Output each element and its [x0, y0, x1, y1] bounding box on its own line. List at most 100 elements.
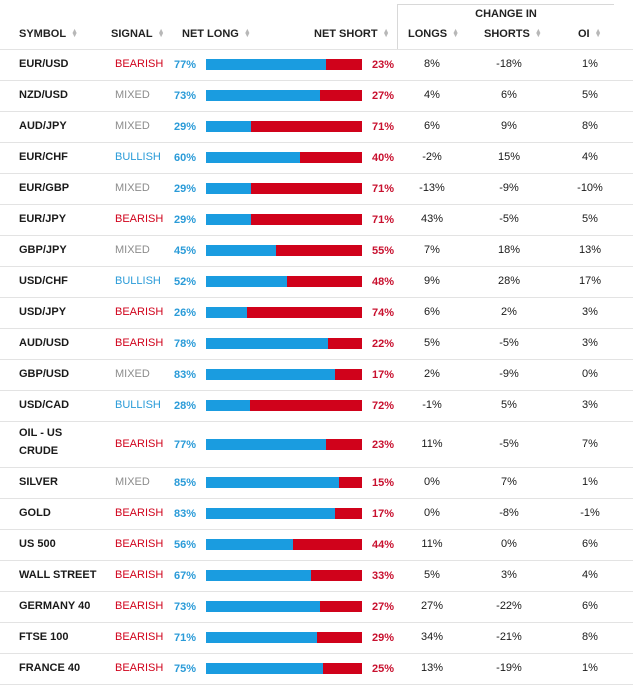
- net-short-value: 71%: [372, 183, 395, 195]
- signal-column-header[interactable]: SIGNAL ▲ ▼: [111, 28, 165, 40]
- net-short-column-header[interactable]: NET SHORT ▲ ▼: [314, 28, 390, 40]
- table-row[interactable]: EUR/USD BEARISH 77% 23% 8% -18% 1%: [0, 50, 633, 81]
- net-long-value: 77%: [174, 59, 197, 71]
- net-long-value: 75%: [174, 663, 197, 675]
- longs-change-cell: 34%: [420, 631, 444, 643]
- signal-cell: MIXED: [115, 476, 150, 488]
- shorts-change-cell: 15%: [497, 151, 521, 163]
- sort-icon[interactable]: ▲ ▼: [157, 28, 165, 40]
- shorts-change-cell: -8%: [499, 507, 519, 519]
- table-row[interactable]: WALL STREET BEARISH 67% 33% 5% 3% 4%: [0, 561, 633, 592]
- net-long-column-header[interactable]: NET LONG ▲ ▼: [182, 28, 251, 40]
- sort-icon[interactable]: ▲ ▼: [534, 28, 542, 40]
- symbol-cell[interactable]: EUR/GBP: [19, 182, 70, 194]
- table-row[interactable]: USD/CAD BULLISH 28% 72% -1% 5% 3%: [0, 391, 633, 422]
- signal-cell: BULLISH: [115, 399, 161, 411]
- net-short-value: 17%: [372, 369, 395, 381]
- net-long-value: 85%: [174, 477, 197, 489]
- sentiment-bar: [206, 632, 362, 643]
- symbol-cell[interactable]: USD/CAD: [19, 399, 70, 411]
- oi-change-cell: 1%: [582, 476, 598, 488]
- table-row[interactable]: GBP/JPY MIXED 45% 55% 7% 18% 13%: [0, 236, 633, 267]
- oi-change-cell: 3%: [582, 306, 598, 318]
- sort-icon[interactable]: ▲ ▼: [452, 28, 460, 40]
- sentiment-bar: [206, 439, 362, 450]
- net-short-value: 55%: [372, 245, 395, 257]
- table-row[interactable]: FTSE 100 BEARISH 71% 29% 34% -21% 8%: [0, 623, 633, 654]
- symbol-cell[interactable]: GBP/USD: [19, 368, 70, 380]
- symbol-cell[interactable]: USD/CHF: [19, 275, 68, 287]
- shorts-change-cell: -9%: [499, 368, 519, 380]
- table-row[interactable]: SILVER MIXED 85% 15% 0% 7% 1%: [0, 468, 633, 499]
- table-row[interactable]: GERMANY 40 BEARISH 73% 27% 27% -22% 6%: [0, 592, 633, 623]
- sort-icon[interactable]: ▲ ▼: [594, 28, 602, 40]
- table-row[interactable]: EUR/CHF BULLISH 60% 40% -2% 15% 4%: [0, 143, 633, 174]
- table-header: SYMBOL ▲ ▼ SIGNAL ▲ ▼ NET LONG ▲ ▼ NET SHORT ▲ ▼…: [0, 23, 633, 50]
- signal-cell: BEARISH: [115, 631, 164, 643]
- symbol-cell[interactable]: USD/JPY: [19, 306, 67, 318]
- signal-header-label: SIGNAL: [111, 28, 153, 40]
- table-row[interactable]: USD/JPY BEARISH 26% 74% 6% 2% 3%: [0, 298, 633, 329]
- symbol-cell[interactable]: FTSE 100: [19, 631, 69, 643]
- longs-change-cell: 6%: [424, 306, 440, 318]
- signal-cell: BEARISH: [115, 213, 164, 225]
- table-row[interactable]: USD/CHF BULLISH 52% 48% 9% 28% 17%: [0, 267, 633, 298]
- symbol-cell[interactable]: GOLD: [19, 507, 51, 519]
- table-row[interactable]: AUD/JPY MIXED 29% 71% 6% 9% 8%: [0, 112, 633, 143]
- table-row[interactable]: EUR/GBP MIXED 29% 71% -13% -9% -10%: [0, 174, 633, 205]
- shorts-column-header[interactable]: SHORTS ▲ ▼: [484, 28, 542, 40]
- symbol-cell[interactable]: GERMANY 40: [19, 600, 91, 612]
- symbol-cell[interactable]: FRANCE 40: [19, 662, 81, 674]
- symbol-cell[interactable]: EUR/JPY: [19, 213, 67, 225]
- longs-change-cell: 0%: [424, 476, 440, 488]
- symbol-cell[interactable]: US 500: [19, 538, 56, 550]
- symbol-cell[interactable]: GBP/JPY: [19, 244, 67, 256]
- longs-change-cell: 27%: [420, 600, 444, 612]
- table-row[interactable]: FRANCE 40 BEARISH 75% 25% 13% -19% 1%: [0, 654, 633, 685]
- symbol-cell[interactable]: AUD/JPY: [19, 120, 67, 132]
- table-row[interactable]: GOLD BEARISH 83% 17% 0% -8% -1%: [0, 499, 633, 530]
- sort-icon[interactable]: ▲ ▼: [243, 28, 251, 40]
- change-in-group-header: CHANGE IN: [397, 4, 614, 23]
- longs-change-cell: 2%: [424, 368, 440, 380]
- longs-header-label: LONGS: [408, 28, 448, 40]
- longs-change-cell: 9%: [424, 275, 440, 287]
- symbol-cell[interactable]: WALL STREET: [19, 569, 97, 581]
- longs-column-header[interactable]: LONGS ▲ ▼: [408, 28, 459, 40]
- net-long-bar-fill: [206, 276, 288, 287]
- signal-cell: BEARISH: [115, 438, 164, 450]
- net-long-bar-fill: [206, 539, 294, 550]
- symbol-column-header[interactable]: SYMBOL ▲ ▼: [19, 28, 78, 40]
- net-long-bar-fill: [206, 307, 247, 318]
- signal-cell: MIXED: [115, 368, 150, 380]
- oi-change-cell: 13%: [578, 244, 602, 256]
- symbol-cell[interactable]: EUR/CHF: [19, 151, 68, 163]
- table-row[interactable]: NZD/USD MIXED 73% 27% 4% 6% 5%: [0, 81, 633, 112]
- sort-icon[interactable]: ▲ ▼: [382, 28, 390, 40]
- symbol-cell[interactable]: OIL - US CRUDE: [19, 427, 63, 457]
- shorts-change-cell: 18%: [497, 244, 521, 256]
- oi-change-cell: -1%: [580, 507, 600, 519]
- net-short-value: 22%: [372, 338, 395, 350]
- table-row[interactable]: OIL - US CRUDE BEARISH 77% 23% 11% -5% 7%: [0, 422, 633, 468]
- net-short-value: 29%: [372, 632, 395, 644]
- oi-column-header[interactable]: OI ▲ ▼: [578, 28, 602, 40]
- signal-cell: MIXED: [115, 120, 150, 132]
- symbol-cell[interactable]: AUD/USD: [19, 337, 70, 349]
- sort-icon[interactable]: ▲ ▼: [71, 28, 78, 40]
- net-long-bar-fill: [206, 369, 336, 380]
- table-row[interactable]: US 500 BEARISH 56% 44% 11% 0% 6%: [0, 530, 633, 561]
- table-row[interactable]: AUD/USD BEARISH 78% 22% 5% -5% 3%: [0, 329, 633, 360]
- table-row[interactable]: GBP/USD MIXED 83% 17% 2% -9% 0%: [0, 360, 633, 391]
- net-long-value: 28%: [174, 400, 197, 412]
- symbol-cell[interactable]: NZD/USD: [19, 89, 68, 101]
- net-short-value: 74%: [372, 307, 395, 319]
- shorts-change-cell: 5%: [501, 399, 517, 411]
- symbol-cell[interactable]: SILVER: [19, 476, 58, 488]
- symbol-cell[interactable]: EUR/USD: [19, 58, 69, 70]
- net-short-value: 72%: [372, 400, 395, 412]
- net-long-bar-fill: [206, 663, 323, 674]
- table-row[interactable]: EUR/JPY BEARISH 29% 71% 43% -5% 5%: [0, 205, 633, 236]
- net-long-value: 45%: [174, 245, 197, 257]
- oi-change-cell: 1%: [582, 662, 598, 674]
